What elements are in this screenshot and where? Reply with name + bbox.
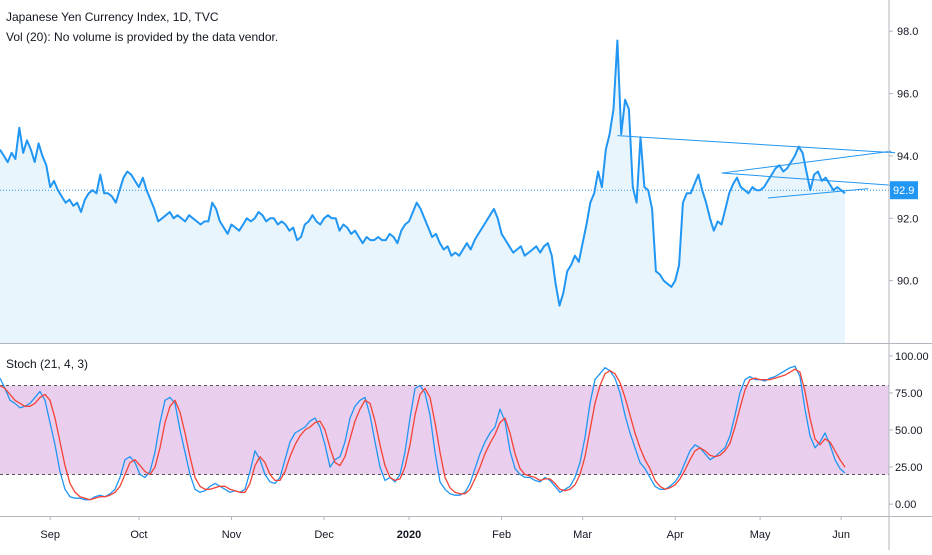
volume-note: Vol (20): No volume is provided by the d… (6, 30, 279, 44)
price-series (0, 39, 846, 307)
x-tick-label: Mar (573, 529, 592, 541)
price-y-tick-label: 96.0 (897, 89, 918, 101)
x-tick-label: Sep (40, 529, 60, 541)
price-y-tick-label: 90.0 (897, 276, 918, 288)
stoch-d-line (0, 368, 846, 501)
stoch-band (0, 385, 889, 475)
x-tick-label: Nov (222, 529, 242, 541)
x-tick-label: Apr (667, 529, 684, 541)
stoch-y-tick-label: 100.00 (895, 351, 929, 363)
price-line (0, 39, 846, 307)
last-price-badge-label: 92.9 (893, 185, 914, 197)
trendline-channel-bottom (767, 188, 869, 199)
stoch-series (0, 365, 846, 501)
trendline-channel-top (721, 150, 892, 174)
chart-title: Japanese Yen Currency Index, 1D, TVC (6, 10, 219, 24)
price-area-fill (0, 40, 845, 343)
stoch-y-tick-label: 0.00 (895, 499, 916, 511)
stoch-label: Stoch (21, 4, 3) (6, 357, 89, 371)
price-y-tick-label: 92.0 (897, 213, 918, 225)
stoch-y-tick-label: 25.00 (895, 462, 923, 474)
stoch-y-tick-label: 75.00 (895, 388, 923, 400)
x-tick-label: May (750, 529, 771, 541)
stoch-k-line (0, 365, 846, 501)
x-tick-label: Oct (130, 529, 147, 541)
price-y-tick-label: 94.0 (897, 151, 918, 163)
stoch-band-rect (0, 385, 889, 475)
x-tick-label: Jun (832, 529, 850, 541)
price-y-tick-label: 98.0 (897, 26, 918, 38)
stoch-y-tick-label: 50.00 (895, 425, 923, 437)
price-area-path (0, 40, 845, 343)
x-tick-label: Feb (492, 529, 511, 541)
x-tick-label: 2020 (397, 529, 421, 541)
trendline-upper (617, 135, 896, 154)
x-tick-label: Dec (314, 529, 334, 541)
last-price-badge (890, 181, 918, 200)
